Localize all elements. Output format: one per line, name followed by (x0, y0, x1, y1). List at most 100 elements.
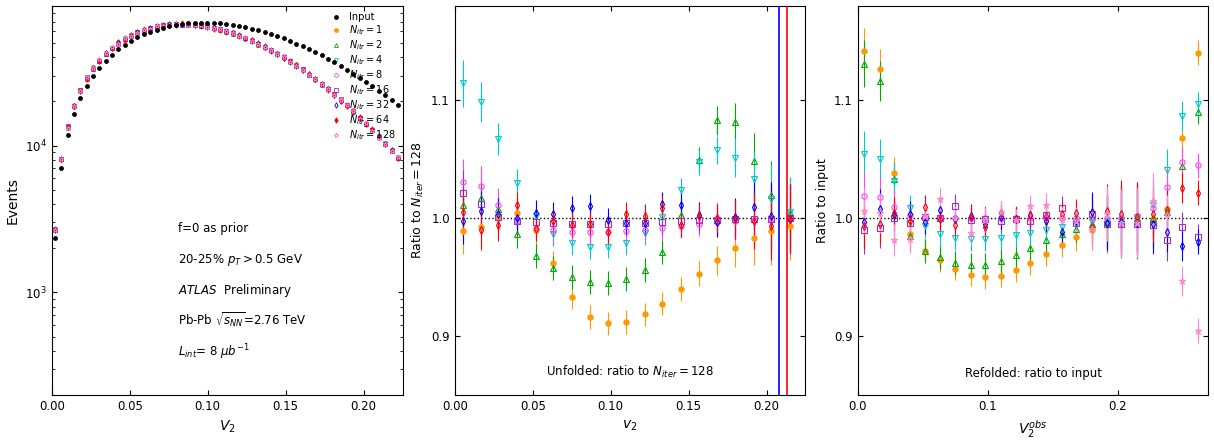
Y-axis label: Events: Events (6, 177, 19, 224)
Text: $\mathbf{\mathit{ATLAS}}$  Preliminary: $\mathbf{\mathit{ATLAS}}$ Preliminary (178, 282, 291, 299)
$N_{itr}=128$ (181, 22, 195, 27)
$N_{itr}=128$ (391, 154, 405, 160)
$N_{itr}=64$ (86, 66, 101, 71)
$N_{itr}=1$ (47, 226, 62, 231)
$N_{itr}=64$ (359, 121, 374, 127)
$N_{itr}=16$ (130, 29, 144, 35)
$N_{itr}=128$ (385, 149, 399, 154)
$N_{itr}=32$ (359, 122, 374, 127)
$N_{itr}=4$ (187, 21, 202, 27)
Input (175, 21, 189, 27)
Input (391, 102, 405, 107)
$N_{itr}=16$ (181, 22, 195, 27)
$N_{itr}=4$ (385, 147, 399, 153)
$N_{itr}=1$ (130, 30, 144, 36)
$N_{itr}=16$ (86, 66, 101, 71)
Line: $N_{itr}=8$: $N_{itr}=8$ (53, 22, 399, 232)
$N_{itr}=16$ (47, 227, 62, 232)
Line: $N_{itr}=128$: $N_{itr}=128$ (52, 21, 401, 232)
$N_{itr}=1$ (112, 39, 126, 45)
$N_{itr}=128$ (86, 65, 101, 70)
$N_{itr}=32$ (130, 29, 144, 35)
$N_{itr}=64$ (391, 155, 405, 161)
$N_{itr}=64$ (130, 30, 144, 35)
Line: $N_{itr}=16$: $N_{itr}=16$ (53, 22, 399, 231)
$N_{itr}=128$ (112, 41, 126, 46)
$N_{itr}=8$ (130, 30, 144, 35)
$N_{itr}=8$ (391, 155, 405, 161)
$N_{itr}=16$ (169, 21, 183, 27)
Y-axis label: Ratio to $N_{iter}=128$: Ratio to $N_{iter}=128$ (409, 141, 426, 259)
$N_{itr}=128$ (175, 21, 189, 26)
$N_{itr}=1$ (181, 21, 195, 26)
Line: $N_{itr}=1$: $N_{itr}=1$ (53, 21, 399, 231)
Y-axis label: Ratio to input: Ratio to input (816, 158, 828, 243)
$N_{itr}=128$ (47, 227, 62, 232)
$N_{itr}=32$ (47, 227, 62, 233)
Text: 20-25% $p_T>0.5$ GeV: 20-25% $p_T>0.5$ GeV (178, 252, 304, 268)
Text: Pb-Pb $\sqrt{s_{NN}}$=2.76 TeV: Pb-Pb $\sqrt{s_{NN}}$=2.76 TeV (178, 310, 307, 329)
Line: $N_{itr}=4$: $N_{itr}=4$ (53, 22, 399, 231)
$N_{itr}=8$ (169, 21, 183, 27)
X-axis label: $V_2$: $V_2$ (219, 418, 236, 435)
$N_{itr}=64$ (385, 148, 399, 153)
$N_{itr}=32$ (391, 155, 405, 161)
$N_{itr}=4$ (359, 121, 374, 127)
Line: $N_{itr}=64$: $N_{itr}=64$ (53, 21, 399, 231)
Line: $N_{itr}=32$: $N_{itr}=32$ (53, 21, 399, 232)
Text: f=0 as prior: f=0 as prior (178, 222, 249, 235)
$N_{itr}=8$ (181, 22, 195, 27)
$N_{itr}=128$ (130, 30, 144, 36)
$N_{itr}=2$ (169, 21, 183, 27)
Input (47, 235, 62, 241)
$N_{itr}=8$ (112, 40, 126, 45)
$N_{itr}=1$ (175, 22, 189, 28)
$N_{itr}=16$ (112, 41, 126, 46)
Line: $N_{itr}=2$: $N_{itr}=2$ (53, 22, 399, 232)
$N_{itr}=4$ (130, 29, 144, 34)
$N_{itr}=8$ (385, 148, 399, 153)
$N_{itr}=2$ (86, 66, 101, 71)
$N_{itr}=2$ (359, 121, 374, 127)
$N_{itr}=64$ (47, 227, 62, 232)
$N_{itr}=2$ (47, 227, 62, 233)
$N_{itr}=32$ (181, 21, 195, 26)
$N_{itr}=4$ (86, 66, 101, 71)
$N_{itr}=64$ (175, 21, 189, 26)
$N_{itr}=32$ (385, 148, 399, 153)
$N_{itr}=8$ (359, 121, 374, 126)
$N_{itr}=16$ (385, 148, 399, 153)
Input (385, 98, 399, 103)
$N_{itr}=64$ (181, 21, 195, 27)
$N_{itr}=4$ (391, 154, 405, 160)
$N_{itr}=128$ (359, 121, 374, 126)
$N_{itr}=32$ (175, 21, 189, 27)
$N_{itr}=2$ (130, 31, 144, 36)
Line: Input: Input (53, 21, 399, 240)
Input (194, 20, 209, 25)
X-axis label: $v_2$: $v_2$ (623, 418, 637, 433)
$N_{itr}=8$ (86, 66, 101, 71)
Input (130, 35, 144, 40)
$N_{itr}=4$ (112, 41, 126, 46)
Text: Unfolded: ratio to $N_{iter}=128$: Unfolded: ratio to $N_{iter}=128$ (546, 363, 714, 380)
$N_{itr}=32$ (86, 65, 101, 70)
Input (86, 74, 101, 79)
$N_{itr}=2$ (112, 40, 126, 45)
$N_{itr}=2$ (385, 148, 399, 153)
X-axis label: $V_2^{obs}$: $V_2^{obs}$ (1019, 418, 1048, 441)
$N_{itr}=1$ (359, 121, 374, 126)
$N_{itr}=16$ (391, 155, 405, 161)
$N_{itr}=16$ (359, 121, 374, 127)
$N_{itr}=64$ (112, 41, 126, 46)
$N_{itr}=8$ (47, 227, 62, 232)
$N_{itr}=32$ (112, 39, 126, 45)
$N_{itr}=4$ (175, 22, 189, 28)
$N_{itr}=1$ (86, 65, 101, 70)
$N_{itr}=2$ (181, 22, 195, 27)
Input (359, 79, 374, 85)
Input (112, 46, 126, 52)
Legend: Input, $N_{itr}=1$, $N_{itr}=2$, $N_{itr}=4$, $N_{itr}=8$, $N_{itr}=16$, $N_{itr: Input, $N_{itr}=1$, $N_{itr}=2$, $N_{itr… (325, 10, 398, 144)
$N_{itr}=4$ (47, 226, 62, 231)
Text: Refolded: ratio to input: Refolded: ratio to input (965, 367, 1101, 380)
